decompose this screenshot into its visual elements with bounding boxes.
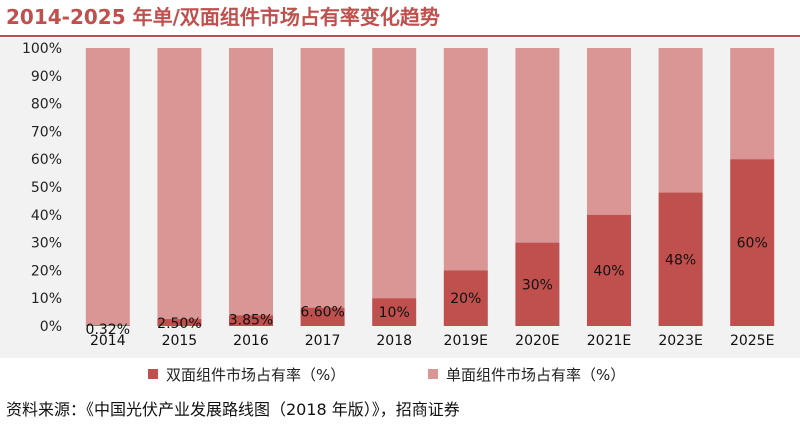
bar-segment-double: [587, 214, 631, 326]
x-tick-label: 2019E: [444, 333, 488, 349]
legend-label-single: 单面组件市场占有率（%）: [446, 365, 626, 384]
data-label-double: 30%: [522, 277, 553, 293]
bar-segment-single: [658, 48, 703, 193]
y-tick-label: 100%: [22, 41, 62, 57]
data-label-double: 2.50%: [157, 316, 201, 332]
legend-swatch-double: [148, 369, 158, 379]
bar-segment-double: [157, 319, 202, 326]
y-tick-label: 30%: [31, 236, 62, 252]
x-tick-label: 2014: [90, 333, 126, 349]
x-tick-label: 2018: [376, 333, 412, 349]
y-tick-label: 10%: [31, 291, 62, 307]
x-tick-label: 2025E: [730, 333, 774, 349]
data-label-double: 6.60%: [300, 305, 344, 321]
plot-area: 0% 10% 20% 30% 40% 50% 60% 70% 80% 90% 100% 0.32% 20…: [0, 38, 800, 358]
bar-segment-double: [229, 315, 273, 326]
x-tick-label: 2020E: [515, 333, 559, 349]
y-tick-label: 60%: [31, 152, 62, 168]
data-label-double: 0.32%: [86, 322, 130, 338]
x-tick-label: 2017: [305, 333, 341, 349]
legend-swatch-single: [428, 369, 438, 379]
y-tick-label: 50%: [31, 180, 62, 196]
bar-segment-single: [372, 48, 417, 299]
source-note: 资料来源：《中国光伏产业发展路线图（2018 年版）》，招商证券: [6, 400, 460, 419]
data-label-double: 40%: [593, 263, 624, 279]
bar-segment-single: [300, 48, 345, 308]
chart-title: 2014-2025 年单/双面组件市场占有率变化趋势: [6, 5, 440, 29]
bar-segment-double: [443, 270, 488, 326]
legend-item-single: 单面组件市场占有率（%）: [428, 362, 625, 386]
bar-segment-double: [85, 325, 130, 326]
y-tick-label: 40%: [31, 208, 62, 224]
bar-segment-single: [443, 48, 488, 271]
data-label-double: 48%: [665, 252, 696, 268]
bar-segment-double: [372, 298, 417, 326]
bar-segment-single: [229, 48, 273, 316]
x-tick-label: 2016: [233, 333, 269, 349]
bar-segment-single: [730, 48, 775, 160]
bar-segment-single: [587, 48, 631, 215]
data-label-double: 3.85%: [229, 312, 273, 328]
stacked-bar-chart: 0%10%20%30%40%50%60%70%80%90%100%0.32%20…: [22, 41, 775, 349]
bar-segment-double: [730, 159, 775, 326]
x-tick-label: 2015: [162, 333, 198, 349]
y-tick-label: 0%: [40, 319, 62, 335]
data-label-double: 20%: [450, 291, 481, 307]
legend-label-double: 双面组件市场占有率（%）: [166, 365, 346, 384]
y-tick-label: 70%: [31, 124, 62, 140]
bar-segment-double: [515, 242, 560, 326]
bar-segment-double: [658, 192, 703, 326]
legend: 双面组件市场占有率（%） 单面组件市场占有率（%）: [0, 362, 800, 386]
bar-segment-single: [157, 48, 202, 320]
y-tick-label: 80%: [31, 97, 62, 113]
data-label-double: 60%: [737, 236, 768, 252]
data-label-double: 10%: [379, 305, 410, 321]
x-tick-label: 2023E: [658, 333, 702, 349]
bar-segment-single: [85, 48, 130, 326]
bar-segment-double: [300, 307, 345, 326]
title-divider: [0, 35, 800, 37]
y-tick-label: 20%: [31, 263, 62, 279]
y-tick-label: 90%: [31, 69, 62, 85]
x-tick-label: 2021E: [587, 333, 631, 349]
legend-item-double: 双面组件市场占有率（%）: [148, 362, 345, 386]
bar-segment-single: [515, 48, 560, 243]
